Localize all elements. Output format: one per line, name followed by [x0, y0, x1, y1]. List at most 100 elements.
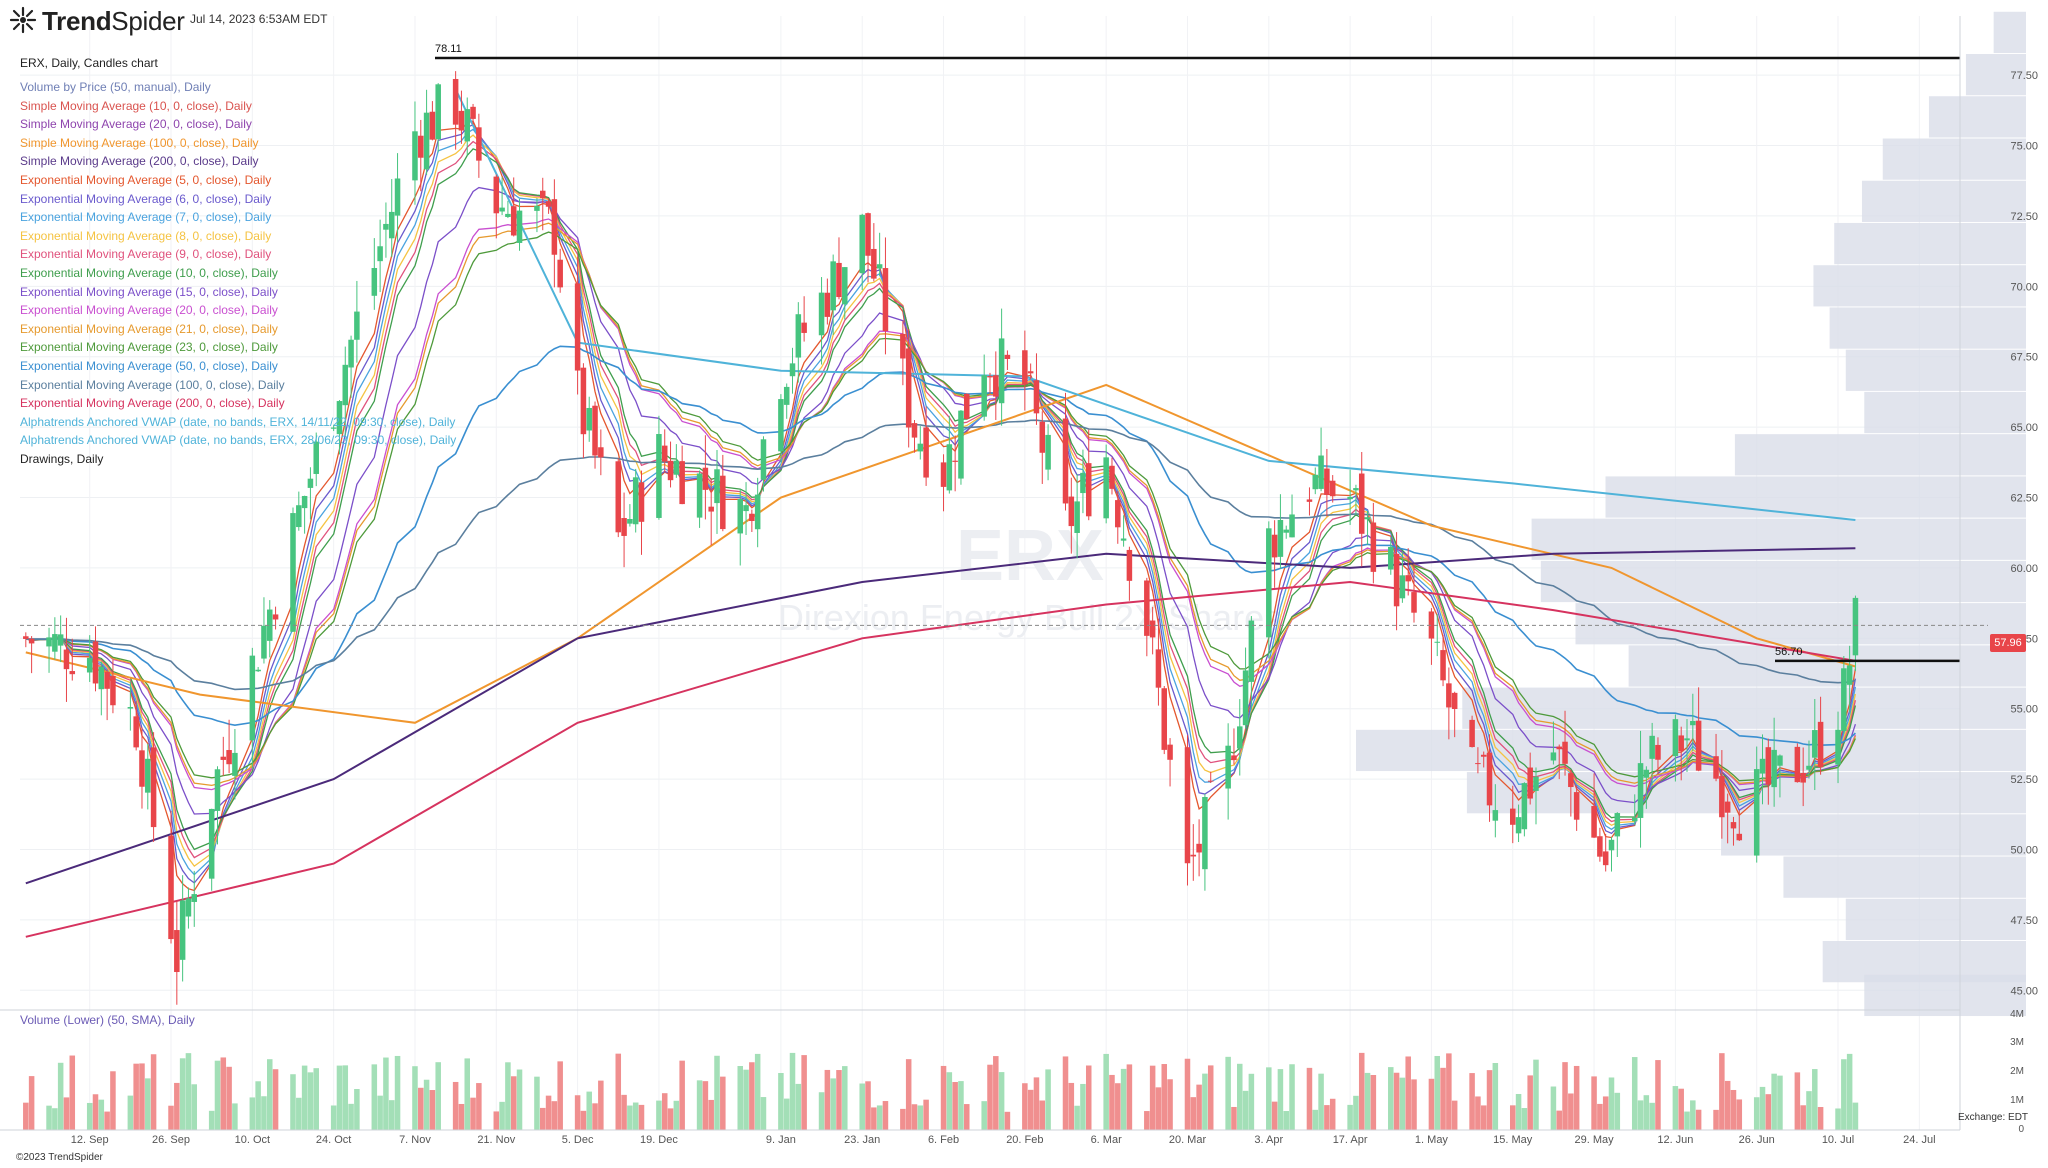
candle-body [1724, 801, 1731, 813]
volume-bar [1080, 1083, 1086, 1130]
candle-body [1271, 534, 1278, 558]
volume-bar [185, 1053, 192, 1130]
candle-body [104, 671, 110, 689]
volume-bar [1318, 1073, 1324, 1130]
candle-body [1411, 592, 1417, 613]
candle-body [191, 894, 198, 902]
volume-bar [499, 1101, 505, 1130]
legend-item[interactable]: Exponential Moving Average (5, 0, close)… [20, 172, 272, 187]
candle-body [534, 205, 540, 211]
volume-bar [586, 1091, 592, 1130]
candle-body [981, 375, 987, 417]
y-tick-label: 52.50 [2010, 774, 2038, 786]
volume-bar [23, 1102, 29, 1130]
legend-item[interactable]: Simple Moving Average (200, 0, close), D… [20, 154, 259, 169]
volume-bar [52, 1108, 58, 1130]
candle-body [743, 505, 749, 512]
legend-item[interactable]: Drawings, Daily [20, 451, 104, 466]
candle-body [557, 259, 563, 288]
candle-body [836, 262, 842, 298]
volume-bar [1480, 1105, 1487, 1130]
candle-body [336, 401, 343, 435]
vbp-bar [1864, 391, 2026, 434]
volume-bar [133, 1063, 139, 1130]
candle-body [760, 439, 767, 480]
candle-body [52, 634, 58, 652]
legend-item[interactable]: Volume by Price (50, manual), Daily [20, 80, 211, 94]
volume-bar [261, 1096, 267, 1130]
vbp-bar [1928, 96, 2026, 138]
legend-item[interactable]: Exponential Moving Average (21, 0, close… [20, 321, 278, 336]
candle-body [86, 657, 93, 673]
candle-body [63, 649, 70, 670]
volume-bar [1167, 1079, 1173, 1130]
volume-tick-label: 2M [2010, 1066, 2024, 1077]
volume-bar [1533, 1059, 1539, 1130]
candle-body [168, 835, 174, 940]
legend-item[interactable]: Simple Moving Average (10, 0, close), Da… [20, 98, 252, 113]
volume-bar [336, 1065, 343, 1130]
candle-body [220, 756, 227, 760]
legend-item[interactable]: Exponential Moving Average (20, 0, close… [20, 303, 278, 318]
candle-body [1556, 746, 1562, 750]
candle-body [830, 261, 836, 311]
legend-item[interactable]: Exponential Moving Average (15, 0, close… [20, 284, 278, 299]
candle-body [1684, 738, 1690, 741]
candle-body [330, 427, 337, 429]
volume-bar [632, 1102, 639, 1130]
legend-item[interactable]: Exponential Moving Average (7, 0, close)… [20, 210, 272, 225]
candle-body [842, 267, 848, 305]
volume-bar [1527, 1075, 1533, 1130]
candle-body [1678, 735, 1684, 752]
volume-bar [1068, 1082, 1075, 1130]
candle-body [493, 176, 500, 214]
horizontal-levels[interactable]: 78.11 56.70 [20, 43, 1988, 663]
legend-item[interactable]: Alphatrends Anchored VWAP (date, no band… [20, 433, 457, 448]
candle-body [859, 214, 865, 274]
legend-item[interactable]: Exponential Moving Average (10, 0, close… [20, 265, 278, 280]
candle-body [1225, 745, 1231, 789]
candle-body [1794, 746, 1801, 783]
volume-bar [476, 1083, 482, 1130]
legend-item[interactable]: Exponential Moving Average (100, 0, clos… [20, 377, 285, 392]
legend-item[interactable]: Simple Moving Average (20, 0, close), Da… [20, 117, 252, 132]
volume-bar [516, 1069, 523, 1130]
volume-bar [1469, 1073, 1475, 1130]
legend-item[interactable]: Exponential Moving Average (8, 0, close)… [20, 228, 272, 243]
volume-bar [1324, 1105, 1330, 1130]
candle-body [261, 625, 267, 659]
candle-body [1155, 649, 1162, 688]
candle-body [1736, 833, 1743, 841]
legend-item[interactable]: Exponential Moving Average (6, 0, close)… [20, 191, 272, 206]
legend-item[interactable]: Simple Moving Average (100, 0, close), D… [20, 135, 259, 150]
x-tick-label: 12. Sep [71, 1134, 109, 1146]
x-tick-label: 6. Feb [928, 1134, 959, 1146]
legend-item[interactable]: Exponential Moving Average (50, 0, close… [20, 358, 278, 373]
legend-item[interactable]: Exponential Moving Average (9, 0, close)… [20, 247, 272, 262]
candle-body [1486, 752, 1493, 806]
volume-bar [1004, 1111, 1011, 1130]
legend-item[interactable]: Exponential Moving Average (23, 0, close… [20, 340, 278, 355]
volume-bar [917, 1105, 924, 1130]
volume-bar [348, 1103, 354, 1130]
horizontal-level-label: 78.11 [435, 43, 462, 55]
candle-body [185, 898, 192, 917]
candle-body [1730, 822, 1737, 829]
volume-bar [1631, 1057, 1638, 1130]
volume-bar [923, 1099, 929, 1130]
legend-item[interactable]: Exponential Moving Average (200, 0, clos… [20, 396, 285, 411]
x-tick-label: 24. Oct [316, 1134, 351, 1146]
volume-bar [429, 1090, 436, 1130]
volume-bar [1759, 1086, 1766, 1130]
legend-item[interactable]: Alphatrends Anchored VWAP (date, no band… [20, 414, 456, 429]
volume-bar [1312, 1109, 1319, 1130]
candle-body [1480, 754, 1487, 757]
candle-body [255, 669, 261, 672]
vbp-bar [1882, 138, 2026, 180]
x-tick-label: 12. Jun [1657, 1134, 1693, 1146]
volume-bar [1109, 1074, 1115, 1130]
moving-averages [25, 88, 1857, 938]
volume-bar [272, 1069, 279, 1130]
volume-bar [1684, 1111, 1690, 1130]
